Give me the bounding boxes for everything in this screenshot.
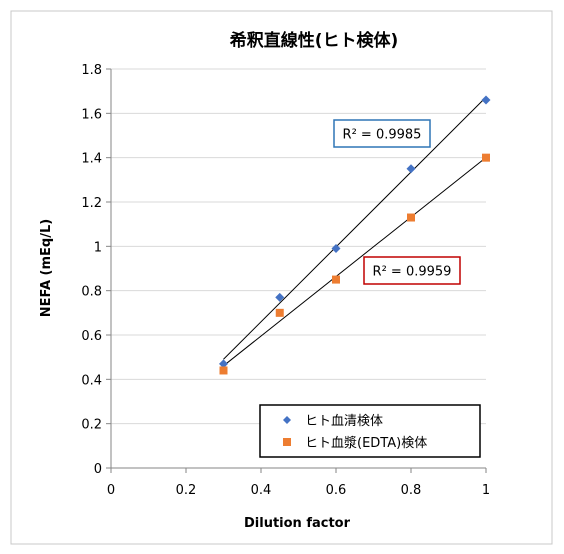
y-tick-label: 0.4 <box>81 373 102 388</box>
data-point <box>481 95 491 105</box>
data-point <box>482 153 490 162</box>
x-tick-label: 0.4 <box>251 483 272 498</box>
data-point <box>331 244 341 254</box>
data-point <box>275 308 284 317</box>
r2-label: R² = 0.9959 <box>373 265 452 280</box>
y-tick-label: 1.8 <box>81 63 102 78</box>
x-tick-label: 0 <box>107 483 115 498</box>
y-tick-label: 0.6 <box>81 329 102 344</box>
trendline <box>223 157 487 367</box>
y-axis-label: NEFA (mEq/L) <box>39 219 54 317</box>
r2-layer: R² = 0.9985 R² = 0.9959 <box>333 119 461 285</box>
x-tick-label: 0.6 <box>326 483 347 498</box>
axes-layer <box>106 68 487 473</box>
r2-box <box>363 256 461 285</box>
data-point <box>219 366 228 375</box>
y-tick-label: 0.8 <box>81 285 102 300</box>
y-tick-label: 0.2 <box>81 418 102 433</box>
x-tick-label: 0.8 <box>401 483 422 498</box>
y-tick-label: 1.6 <box>81 107 102 122</box>
data-point <box>406 164 416 174</box>
data-point <box>332 275 340 284</box>
x-tick-label: 0.2 <box>176 483 197 498</box>
points-layer <box>219 95 491 375</box>
y-tick-label: 1.4 <box>81 152 102 167</box>
legend-label: ヒト血清検体 <box>305 414 383 429</box>
data-point <box>407 213 415 222</box>
x-axis-label: Dilution factor <box>244 516 351 531</box>
y-tick-label: 0 <box>94 462 102 477</box>
r2-box <box>333 119 431 148</box>
legend-marker <box>283 438 291 446</box>
legend-marker <box>283 416 291 424</box>
chart-title: 希釈直線性(ヒト検体) <box>230 30 399 51</box>
y-tick-label: 1.2 <box>81 196 102 211</box>
data-point <box>219 359 228 369</box>
grid-layer <box>111 68 486 425</box>
legend-label: ヒト血漿(EDTA)検体 <box>305 436 427 451</box>
chart-frame <box>10 10 553 545</box>
trendline <box>223 96 487 360</box>
x-tick-label: 1 <box>482 483 490 498</box>
r2-label: R² = 0.9985 <box>343 128 422 143</box>
ticks-layer: 0 0.2 0.4 0.6 0.8 1 1.2 1.4 1.6 1.8 0 0.2 0.4 0.6 0.8 1 <box>81 63 490 498</box>
trend-layer <box>223 96 487 367</box>
y-tick-label: 1 <box>94 240 102 255</box>
legend-box <box>259 404 481 458</box>
data-point <box>275 292 285 302</box>
